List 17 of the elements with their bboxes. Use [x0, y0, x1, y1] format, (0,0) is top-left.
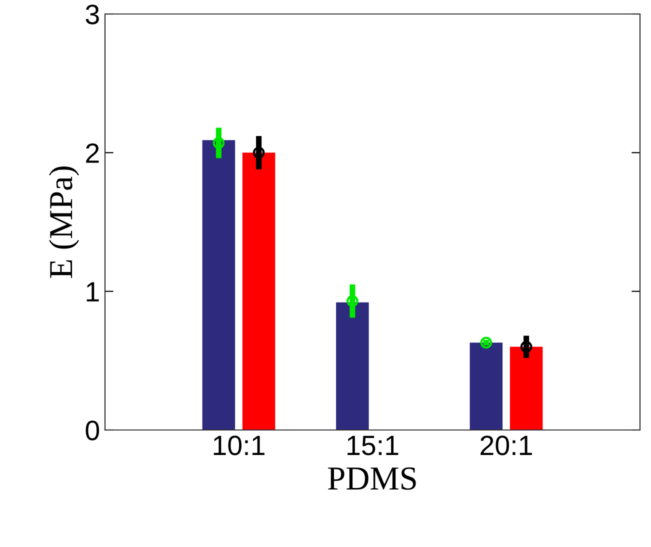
point: [212, 137, 225, 149]
point: [480, 336, 492, 349]
y-tick-label: 0: [86, 420, 100, 440]
x-tick-label: 20:1: [480, 436, 532, 456]
point: [346, 295, 358, 307]
bar: [470, 342, 503, 430]
y-tick-label: 2: [86, 143, 99, 163]
x-tick-label: 10:1: [214, 436, 264, 456]
y-tick-label: 1: [86, 282, 99, 302]
bar: [336, 302, 369, 430]
y-tick-label: 3: [86, 4, 99, 24]
x-tick-label: 15:1: [348, 436, 398, 456]
bar: [202, 140, 236, 430]
y-axis-title: E (MPa): [48, 166, 80, 278]
bar: [510, 346, 543, 430]
bar: [242, 152, 276, 430]
x-axis-title: PDMS: [328, 467, 416, 490]
